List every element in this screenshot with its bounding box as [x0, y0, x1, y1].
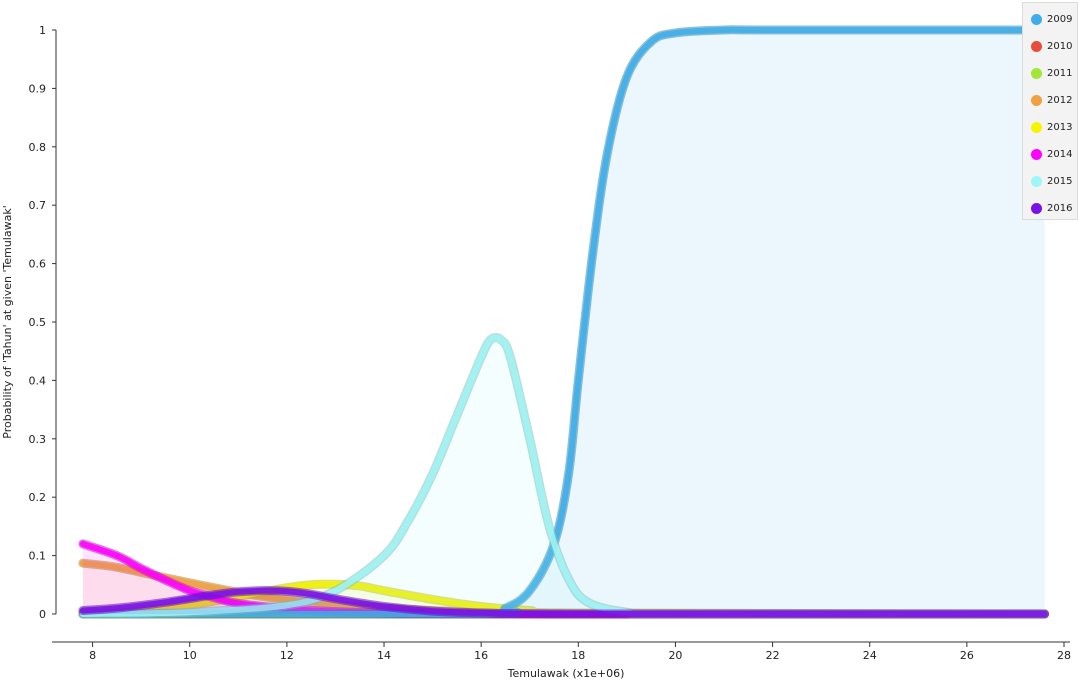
y-tick-label: 0.5 — [29, 316, 47, 329]
x-tick-label: 20 — [668, 649, 682, 662]
x-tick-label: 28 — [1057, 649, 1071, 662]
legend-swatch — [1031, 67, 1042, 79]
y-tick-label: 0 — [39, 608, 46, 621]
series-2009-area — [82, 29, 1045, 614]
legend-label: 2011 — [1047, 67, 1073, 79]
y-tick-label: 0.1 — [29, 550, 47, 563]
y-tick-label: 0.8 — [29, 141, 47, 154]
x-tick-label: 10 — [183, 649, 197, 662]
legend-label: 2013 — [1047, 121, 1073, 133]
legend-label: 2015 — [1047, 175, 1073, 187]
y-axis-title: Probability of 'Tahun' at given 'Temulaw… — [1, 205, 14, 438]
chart-legend: 2009 2010 2011 2012 2013 2014 2015 2016 — [1022, 2, 1078, 220]
legend-item-2015[interactable]: 2015 — [1031, 173, 1072, 189]
series-2014-area — [82, 543, 1045, 614]
y-tick-label: 0.2 — [29, 491, 47, 504]
x-axis-title: Temulawak (x1e+06) — [507, 667, 625, 680]
legend-item-2011[interactable]: 2011 — [1031, 65, 1072, 81]
legend-label: 2016 — [1047, 202, 1073, 214]
legend-label: 2014 — [1047, 148, 1073, 160]
legend-swatch — [1031, 94, 1042, 106]
x-tick-label: 18 — [571, 649, 585, 662]
plot-area — [78, 25, 1050, 619]
x-tick-label: 26 — [960, 649, 974, 662]
x-tick-label: 22 — [766, 649, 780, 662]
axes: 00.10.20.30.40.50.60.70.80.918 10 12 14 16 18… — [29, 24, 1072, 662]
legend-item-2014[interactable]: 2014 — [1031, 146, 1072, 162]
y-tick-label: 0.7 — [29, 199, 47, 212]
legend-item-2013[interactable]: 2013 — [1031, 119, 1072, 135]
legend-item-2012[interactable]: 2012 — [1031, 92, 1072, 108]
legend-item-2016[interactable]: 2016 — [1031, 200, 1072, 216]
y-tick-label: 0.4 — [29, 374, 47, 387]
legend-label: 2010 — [1047, 40, 1073, 52]
legend-item-2009[interactable]: 2009 — [1031, 11, 1072, 27]
x-tick-label: 24 — [863, 649, 877, 662]
legend-swatch — [1031, 148, 1042, 160]
legend-swatch — [1031, 121, 1042, 133]
legend-label: 2012 — [1047, 94, 1073, 106]
x-tick-label: 16 — [474, 649, 488, 662]
legend-item-2010[interactable]: 2010 — [1031, 38, 1072, 54]
legend-swatch — [1031, 40, 1042, 52]
series-2016-line — [79, 587, 1048, 618]
y-tick-label: 0.6 — [29, 258, 47, 271]
x-tick-label: 14 — [377, 649, 391, 662]
x-tick-label: 8 — [89, 649, 96, 662]
y-tick-label: 0.9 — [29, 82, 47, 95]
legend-swatch — [1031, 202, 1042, 214]
legend-label: 2009 — [1047, 13, 1073, 25]
series-2016-area — [82, 590, 1045, 614]
x-tick-label: 12 — [280, 649, 294, 662]
legend-swatch — [1031, 13, 1042, 25]
legend-swatch — [1031, 175, 1042, 187]
y-tick-label: 0.3 — [29, 433, 47, 446]
y-tick-label: 1 — [39, 24, 46, 37]
